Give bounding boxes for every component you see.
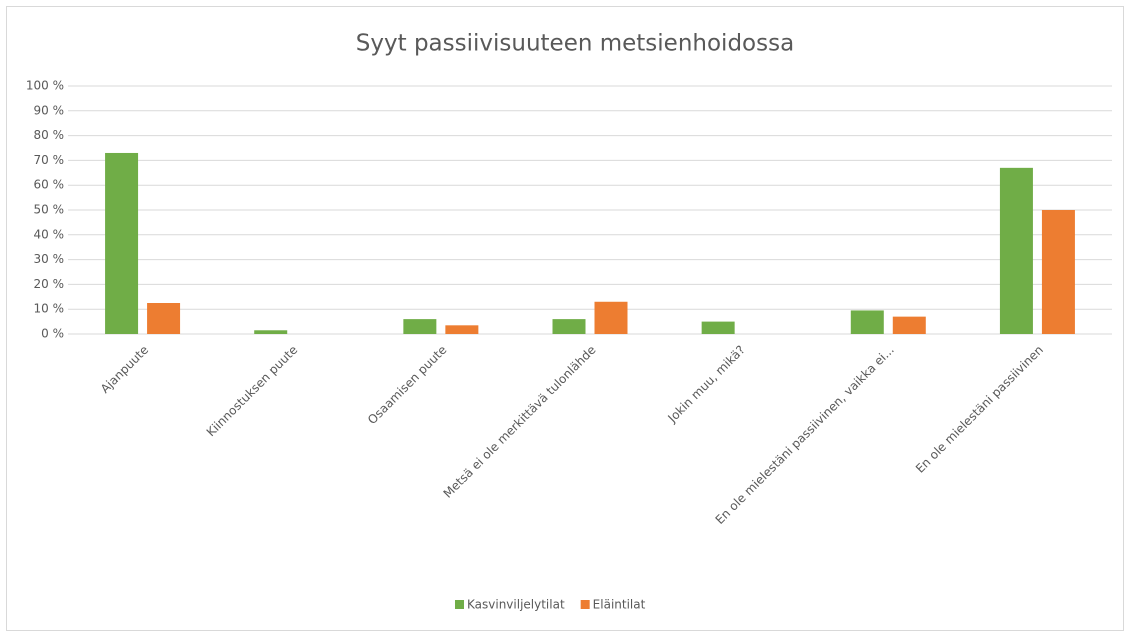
bar: [403, 319, 437, 334]
y-tick-label: 70 %: [34, 153, 65, 167]
y-tick-label: 60 %: [34, 178, 65, 192]
y-tick-label: 10 %: [34, 302, 65, 316]
y-tick-label: 0 %: [41, 327, 64, 341]
y-tick-label: 20 %: [34, 277, 65, 291]
y-tick-label: 90 %: [34, 103, 65, 117]
bar: [445, 325, 479, 334]
bar: [147, 303, 181, 334]
y-tick-label: 80 %: [34, 128, 65, 142]
y-tick-label: 30 %: [34, 252, 65, 266]
bar: [999, 167, 1033, 334]
y-tick-label: 100 %: [26, 79, 64, 93]
legend-swatch: [580, 600, 590, 609]
y-tick-label: 40 %: [34, 227, 65, 241]
legend-label: Eläintilat: [593, 598, 646, 612]
legend-swatch: [455, 600, 464, 609]
legend-label: Kasvinviljelytilat: [467, 598, 565, 612]
chart-title: Syyt passiivisuuteen metsienhoidossa: [356, 31, 794, 57]
bar: [892, 316, 926, 334]
bar: [254, 330, 288, 334]
bar: [701, 321, 735, 334]
bar: [552, 319, 586, 334]
bar: [1041, 210, 1075, 334]
bar: [850, 310, 884, 334]
bar: [594, 301, 628, 334]
bar: [105, 152, 139, 334]
y-tick-label: 50 %: [34, 203, 65, 217]
